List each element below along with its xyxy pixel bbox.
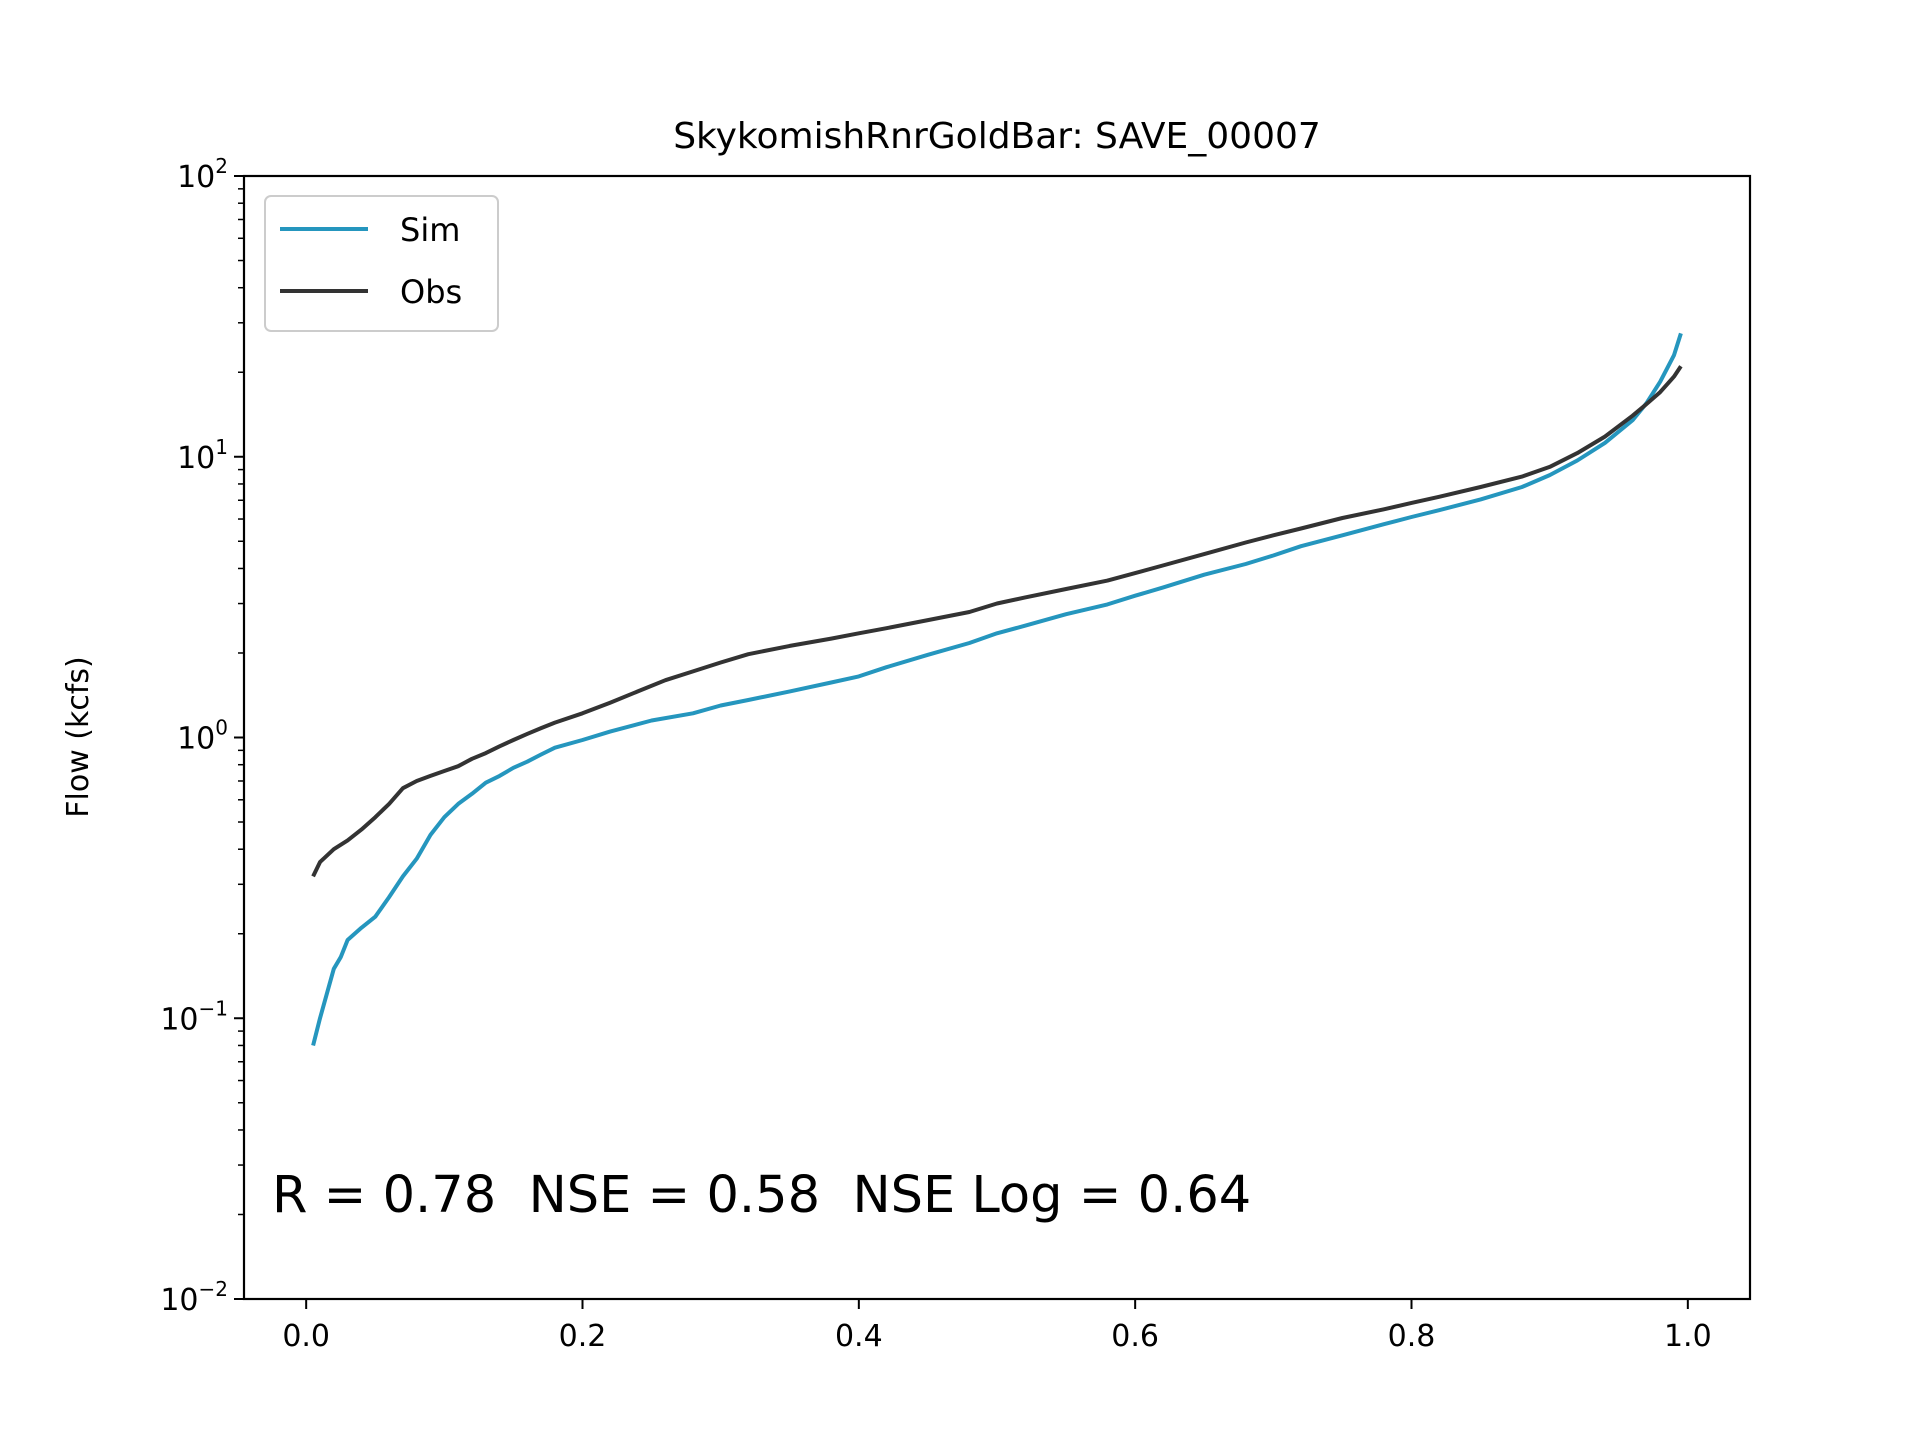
x-tick-label: 0.2: [559, 1319, 607, 1354]
x-tick-label: 1.0: [1664, 1319, 1712, 1354]
y-tick-label: 10−2: [160, 1277, 228, 1318]
legend-label-obs: Obs: [400, 273, 462, 311]
chart-title: SkykomishRnrGoldBar: SAVE_00007: [673, 116, 1321, 157]
stats-annotation: R = 0.78 NSE = 0.58 NSE Log = 0.64: [272, 1166, 1251, 1225]
legend: Sim Obs: [264, 195, 499, 332]
y-tick-label: 101: [177, 435, 228, 476]
x-tick-label: 0.0: [282, 1319, 330, 1354]
y-tick-label: 100: [177, 716, 228, 757]
y-tick-label: 102: [177, 154, 228, 195]
x-axis: 0.0 0.2 0.4 0.6 0.8 1.0: [282, 1299, 1712, 1354]
y-axis-minor-ticks: [238, 188, 244, 1216]
legend-label-sim: Sim: [400, 211, 460, 249]
y-axis-label: Flow (kcfs): [61, 656, 96, 817]
x-tick-label: 0.4: [835, 1319, 883, 1354]
series-line-sim: [311, 332, 1683, 1046]
y-tick-label: 10−1: [160, 996, 228, 1037]
x-tick-label: 0.8: [1388, 1319, 1436, 1354]
y-axis: 10−2 10−1 100 101 102: [160, 154, 244, 1318]
legend-box: [264, 195, 499, 332]
series-line-obs: [311, 365, 1683, 878]
x-tick-label: 0.6: [1111, 1319, 1159, 1354]
plot-lines: [311, 332, 1683, 1046]
